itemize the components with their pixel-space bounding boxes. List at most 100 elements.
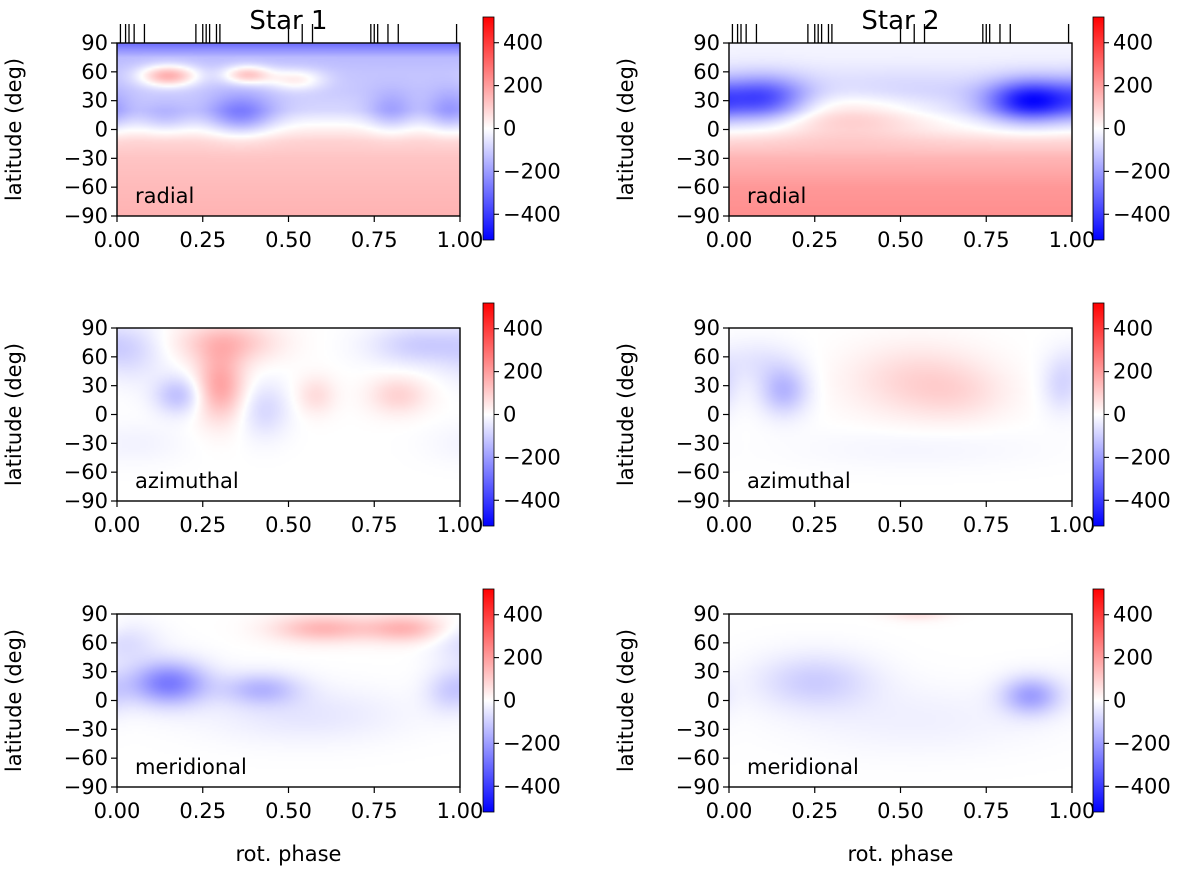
y-tick-label: −90: [64, 775, 108, 799]
y-tick-label: 30: [81, 89, 108, 113]
colorbar-gradient: [1092, 16, 1105, 241]
y-tick-label: 30: [693, 660, 720, 684]
colorbar-tick-label: −400: [503, 202, 561, 226]
colorbar-meridional-1: 400 200 0 −200 −400: [482, 588, 561, 813]
y-tick-label: −30: [64, 431, 108, 455]
colorbar-gradient: [1092, 302, 1105, 527]
y-tick-label: −60: [676, 460, 720, 484]
colorbar-tick-label: 0: [1113, 403, 1126, 427]
colorbar-tick-label: 0: [503, 403, 516, 427]
colorbar-tick-label: 400: [1113, 31, 1153, 55]
x-tick-label: 0.75: [351, 513, 398, 537]
y-axis-label: latitude (deg): [2, 58, 26, 201]
panel-meridional-1: meridional 0.00 0.25 0.50 0.75 1.00 90 60 30 0 −30…: [2, 602, 483, 866]
y-axis-label: latitude (deg): [614, 343, 638, 486]
y-tick-label: −30: [64, 717, 108, 741]
y-tick-label: −90: [64, 204, 108, 228]
panel-azimuthal-1: azimuthal 0.00 0.25 0.50 0.75 1.00 90 60 30 0 −30 −…: [2, 316, 483, 537]
y-tick-label: 60: [693, 631, 720, 655]
y-tick-label: −90: [676, 775, 720, 799]
y-axis-label: latitude (deg): [614, 629, 638, 772]
x-tick-label: 0.25: [791, 228, 838, 252]
colorbar-tick-label: 200: [503, 646, 543, 670]
y-tick-label: −30: [676, 431, 720, 455]
x-tick-label: 0.75: [351, 799, 398, 823]
x-tick-label: 0.75: [963, 513, 1010, 537]
x-tick-label: 0.00: [706, 228, 753, 252]
x-tick-label: 0.75: [351, 228, 398, 252]
y-tick-label: 0: [707, 689, 720, 713]
y-tick-label: −60: [676, 746, 720, 770]
y-tick-label: 60: [693, 60, 720, 84]
y-tick-label: 90: [693, 602, 720, 626]
x-axis-label: rot. phase: [236, 842, 342, 866]
y-tick-label: 90: [81, 31, 108, 55]
colorbar-radial-2: 400 200 0 −200 −400: [1092, 16, 1171, 241]
x-tick-label: 1.00: [437, 799, 484, 823]
x-tick-label: 0.25: [791, 799, 838, 823]
y-tick-label: 0: [707, 403, 720, 427]
heatmap-image: [729, 614, 1072, 787]
y-tick-label: −60: [64, 746, 108, 770]
colorbar-tick-label: −200: [1113, 159, 1171, 183]
y-tick-label: 90: [81, 316, 108, 340]
colorbar-tick-label: 0: [503, 117, 516, 141]
x-axis-label: rot. phase: [848, 842, 954, 866]
x-tick-label: 1.00: [437, 513, 484, 537]
colorbar-tick-label: −200: [1113, 731, 1171, 755]
x-tick-label: 1.00: [437, 228, 484, 252]
component-label: radial: [135, 184, 194, 208]
colorbar-gradient: [482, 302, 495, 527]
y-tick-label: 0: [95, 403, 108, 427]
y-tick-label: −90: [676, 489, 720, 513]
x-tick-label: 0.50: [265, 799, 312, 823]
y-tick-label: −30: [676, 717, 720, 741]
panel-radial-1: radial 0.00 0.25 0.50 0.75 1.00 90 60 30 0 −30 −60 −…: [2, 6, 483, 252]
y-tick-label: 90: [693, 31, 720, 55]
x-tick-label: 0.00: [706, 799, 753, 823]
y-tick-label: 0: [95, 689, 108, 713]
y-tick-label: 60: [693, 345, 720, 369]
y-tick-label: 90: [693, 316, 720, 340]
component-label: azimuthal: [135, 469, 239, 493]
colorbar-gradient: [482, 16, 495, 241]
component-label: azimuthal: [747, 469, 851, 493]
y-axis-label: latitude (deg): [2, 629, 26, 772]
y-tick-label: −60: [64, 175, 108, 199]
colorbar-tick-label: 200: [503, 74, 543, 98]
y-axis-label: latitude (deg): [614, 58, 638, 201]
colorbar-tick-label: 400: [503, 31, 543, 55]
panel-radial-2: radial 0.00 0.25 0.50 0.75 1.00 90 60 30 0 −30 −60 −…: [614, 6, 1095, 252]
colorbar-tick-label: 0: [1113, 117, 1126, 141]
y-tick-label: 30: [81, 374, 108, 398]
y-tick-label: −30: [64, 146, 108, 170]
y-tick-label: −30: [676, 146, 720, 170]
panel-meridional-2: meridional 0.00 0.25 0.50 0.75 1.00 90 60 30 0 −30…: [614, 602, 1095, 866]
y-axis-label: latitude (deg): [2, 343, 26, 486]
colorbar-gradient: [1092, 588, 1105, 813]
y-tick-label: 30: [693, 89, 720, 113]
heatmap-image: [117, 43, 460, 216]
y-tick-label: 30: [693, 374, 720, 398]
colorbar-tick-label: −400: [1113, 488, 1171, 512]
heatmap-image: [729, 328, 1072, 501]
colorbar-meridional-2: 400 200 0 −200 −400: [1092, 588, 1171, 813]
y-tick-label: 90: [81, 602, 108, 626]
colorbar-tick-label: 400: [503, 317, 543, 341]
x-tick-label: 0.25: [179, 513, 226, 537]
colorbar-tick-label: −400: [1113, 202, 1171, 226]
x-tick-label: 0.75: [963, 799, 1010, 823]
component-label: meridional: [747, 755, 859, 779]
x-tick-label: 0.25: [179, 799, 226, 823]
x-tick-label: 0.25: [179, 228, 226, 252]
x-tick-label: 0.75: [963, 228, 1010, 252]
y-tick-label: 60: [81, 345, 108, 369]
x-tick-label: 0.00: [706, 513, 753, 537]
colorbar-azimuthal-1: 400 200 0 −200 −400: [482, 302, 561, 527]
colorbar-tick-label: 200: [503, 360, 543, 384]
y-tick-label: 0: [707, 118, 720, 142]
colorbar-tick-label: 200: [1113, 646, 1153, 670]
colorbar-tick-label: 400: [1113, 317, 1153, 341]
x-tick-label: 0.50: [877, 513, 924, 537]
